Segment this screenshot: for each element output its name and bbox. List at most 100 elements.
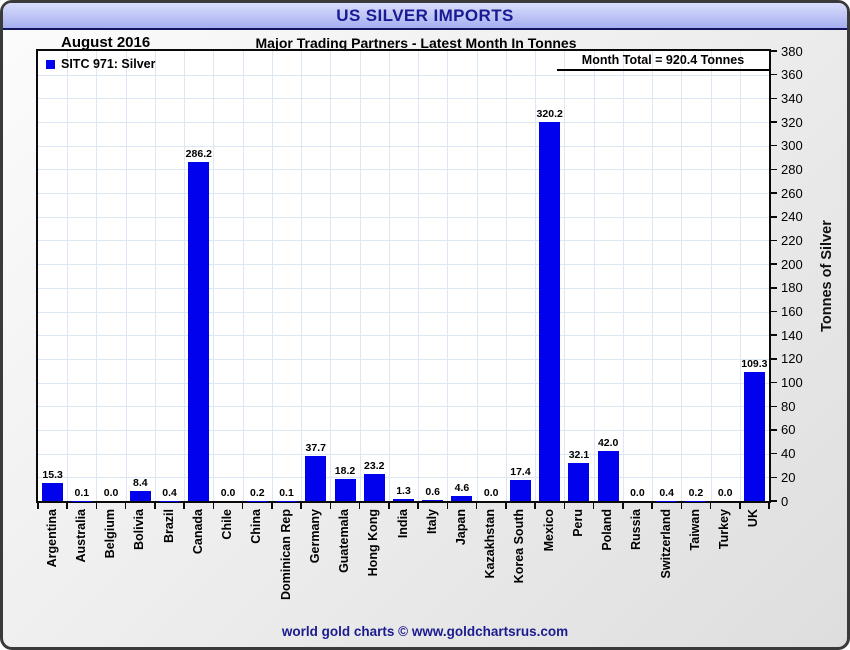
bar-value-label: 15.3	[42, 468, 63, 481]
y-axis-tick-label: 340	[781, 90, 803, 106]
y-axis-tick	[771, 50, 777, 52]
gridline-horizontal	[38, 98, 769, 100]
legend-label: SITC 971: Silver	[61, 57, 156, 71]
gridline-horizontal	[38, 429, 769, 431]
x-axis-label: Turkey	[717, 509, 732, 550]
x-axis-label: Germany	[307, 509, 322, 564]
y-axis-tick-label: 280	[781, 161, 803, 177]
bar-value-label: 0.0	[220, 487, 236, 499]
bar	[188, 162, 210, 501]
gridline-horizontal	[38, 335, 769, 337]
y-axis-tick	[771, 405, 777, 407]
x-axis-tick	[417, 503, 419, 509]
y-axis-tick	[771, 287, 777, 289]
x-axis-label: Poland	[600, 509, 615, 551]
gridline-vertical	[96, 51, 98, 501]
x-axis-tick	[505, 503, 507, 509]
y-axis-tick-label: 80	[781, 398, 796, 414]
y-axis-tick	[771, 476, 777, 479]
bar-value-label: 0.6	[425, 486, 441, 499]
y-axis-tick-label: 220	[781, 232, 803, 248]
x-axis-tick	[622, 503, 624, 509]
y-axis-tick-label: 100	[781, 375, 803, 391]
bar-value-label: 0.0	[717, 487, 733, 499]
y-axis-tick-label: 200	[781, 256, 803, 272]
gridline-vertical	[593, 51, 595, 501]
bar-value-label: 0.4	[162, 486, 177, 499]
x-axis-label: Japan	[453, 509, 468, 546]
x-axis-tick	[388, 503, 390, 509]
y-axis-tick	[771, 144, 777, 147]
y-axis-tick	[771, 334, 777, 336]
x-axis-tick	[680, 503, 683, 509]
bar	[509, 480, 531, 501]
gridline-vertical	[359, 51, 361, 501]
gridline-vertical	[67, 51, 69, 501]
x-axis-tick	[768, 503, 770, 509]
bar	[334, 479, 356, 501]
gridline-vertical	[505, 51, 507, 501]
bar-value-label: 0.1	[279, 486, 294, 499]
gridline-horizontal	[38, 145, 769, 147]
y-axis-tick-label: 300	[781, 138, 803, 154]
y-axis-tick-label: 120	[781, 351, 803, 367]
x-axis-tick	[651, 503, 653, 509]
x-axis-label: Hong Kong	[366, 509, 381, 577]
legend-swatch-icon	[46, 59, 55, 69]
x-axis-label: Argentina	[44, 509, 59, 568]
gridline-vertical	[301, 51, 303, 501]
y-axis-tick-label: 380	[781, 43, 803, 59]
chart-subtitle: Major Trading Partners - Latest Month In…	[255, 35, 577, 51]
bar-value-label: 286.2	[185, 148, 212, 161]
x-axis-tick	[271, 503, 273, 509]
month-total-label: Month Total = 920.4 Tonnes	[557, 53, 769, 71]
bar-value-label: 32.1	[568, 449, 590, 461]
plot-canvas: 15.3 0.1 0.0 8.4 0.4 286.2 0.0 0.2 0.1 37.7 18.2 23…	[38, 51, 769, 501]
x-axis-tick	[66, 503, 68, 509]
footer-credit: world gold charts © www.goldchartsrus.co…	[281, 624, 569, 639]
y-axis-tick	[771, 310, 777, 313]
x-axis-label: Peru	[570, 509, 585, 537]
y-axis-tick	[771, 500, 777, 502]
bar-value-label: 0.4	[659, 486, 674, 499]
bar-value-label: 18.2	[334, 465, 356, 478]
gridline-vertical	[242, 51, 244, 501]
gridline-horizontal	[38, 311, 769, 313]
bar	[42, 482, 64, 501]
x-axis-label: Brazil	[161, 509, 176, 544]
y-axis-tick-label: 260	[781, 185, 803, 201]
y-axis-tick-label: 40	[781, 446, 796, 462]
period-label: August 2016	[61, 34, 151, 51]
y-axis-tick-label: 180	[781, 280, 803, 296]
x-axis-label: Korea South	[512, 509, 527, 584]
bar	[305, 456, 327, 501]
gridline-vertical	[184, 51, 186, 501]
x-axis-tick	[95, 503, 98, 509]
gridline-vertical	[710, 51, 712, 501]
bar-value-label: 0.1	[74, 486, 90, 499]
bar	[597, 451, 619, 501]
bar-value-label: 0.0	[483, 487, 499, 499]
y-axis-tick	[771, 239, 777, 242]
gridline-horizontal	[38, 358, 769, 360]
bar-value-label: 1.3	[396, 485, 411, 498]
x-axis-label: Australia	[73, 509, 88, 563]
x-axis-label: Canada	[190, 509, 205, 555]
x-axis-label: Russia	[629, 509, 644, 550]
x-axis-tick	[739, 503, 741, 509]
bar	[422, 500, 444, 501]
y-axis-tick-label: 160	[781, 304, 803, 320]
gridline-horizontal	[38, 477, 769, 479]
x-axis-label: Mexico	[541, 509, 556, 552]
y-axis-tick-label: 240	[781, 209, 803, 225]
bar-value-label: 320.2	[536, 107, 563, 120]
y-axis-tick	[771, 381, 777, 384]
y-axis-tick-label: 360	[781, 67, 803, 83]
gridline-horizontal	[38, 453, 769, 455]
gridline-vertical	[535, 51, 537, 501]
bar-value-label: 23.2	[364, 459, 385, 472]
x-axis-tick	[358, 503, 361, 509]
bar	[539, 121, 561, 501]
bar-value-label: 4.6	[454, 481, 470, 494]
